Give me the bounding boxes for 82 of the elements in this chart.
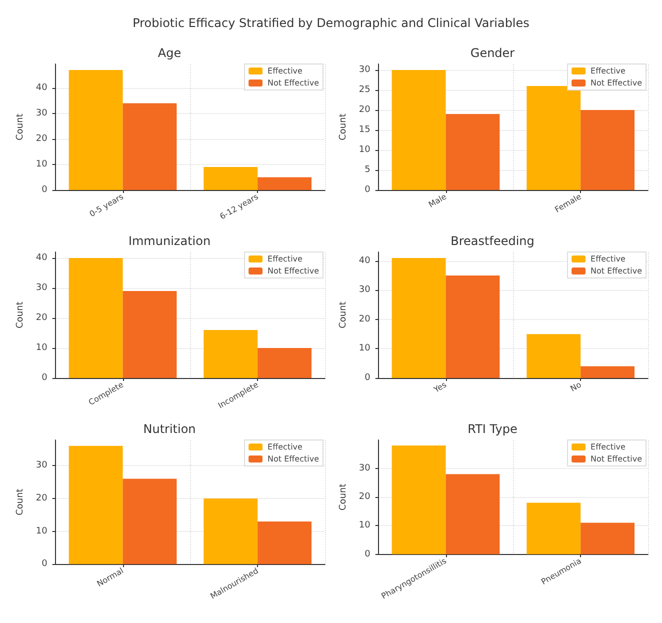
bar: [204, 167, 258, 190]
legend-label: Effective: [590, 254, 626, 264]
y-tick-label: 20: [358, 492, 371, 502]
y-axis-title: Count: [16, 113, 26, 140]
y-tick-label: 40: [36, 253, 48, 263]
bar: [122, 478, 177, 564]
x-tick-label: Yes: [431, 380, 448, 395]
chart-title: Immunization: [128, 234, 211, 248]
y-tick-label: 20: [36, 493, 48, 504]
y-tick-label: 30: [358, 463, 371, 474]
bar: [580, 110, 635, 190]
bar: [392, 445, 446, 554]
legend-label: Not Effective: [268, 266, 320, 276]
chart-title: Gender: [470, 46, 515, 60]
y-tick-label: 20: [358, 105, 371, 115]
y-tick-label: 0: [42, 373, 48, 383]
bar: [580, 366, 635, 378]
y-tick-label: 30: [358, 65, 371, 75]
bar: [526, 86, 581, 190]
y-tick-label: 15: [358, 125, 370, 135]
y-tick-label: 20: [358, 314, 371, 324]
chart-title: Age: [158, 46, 182, 60]
chart-title: Breastfeeding: [450, 234, 534, 248]
bar: [392, 70, 446, 190]
y-axis-title: Count: [338, 113, 348, 140]
legend-label: Effective: [268, 442, 303, 452]
y-tick-label: 20: [36, 313, 48, 323]
bar: [204, 498, 258, 564]
y-tick-label: 10: [358, 344, 371, 354]
text: Probiotic Efficacy Stratified by Demographic and Clinical Variables: [132, 16, 530, 30]
y-tick-label: 10: [36, 159, 48, 170]
y-tick-label: 25: [358, 85, 370, 95]
bar: [122, 291, 177, 378]
bar: [68, 446, 123, 564]
legend-label: Not Effective: [268, 78, 320, 88]
y-tick-label: 0: [364, 373, 371, 383]
y-axis-title: Count: [338, 301, 348, 328]
bar: [122, 103, 177, 190]
y-axis-title: Count: [338, 483, 348, 510]
y-tick-label: 0: [364, 549, 371, 560]
legend-label: Effective: [590, 442, 626, 452]
y-tick-label: 0: [42, 559, 48, 570]
bar: [258, 177, 312, 190]
y-tick-label: 30: [36, 460, 48, 471]
y-tick-label: 40: [358, 256, 371, 266]
bar: [204, 330, 258, 378]
bar: [392, 258, 446, 378]
y-axis-title: Count: [16, 301, 26, 328]
chart-title: Nutrition: [143, 422, 196, 436]
chart-title: RTI Type: [468, 422, 518, 436]
legend-label: Not Effective: [590, 454, 642, 464]
bar: [580, 522, 635, 554]
y-tick-label: 10: [358, 520, 371, 531]
bar: [446, 114, 500, 190]
bar: [258, 348, 312, 378]
y-axis-title: Count: [16, 488, 26, 516]
y-tick-label: 10: [36, 526, 48, 536]
legend-label: Effective: [268, 66, 303, 76]
y-tick-label: 0: [42, 185, 48, 195]
y-tick-label: 30: [36, 283, 48, 293]
bar: [446, 276, 500, 378]
y-tick-label: 10: [358, 145, 371, 155]
y-tick-label: 40: [36, 82, 48, 93]
x-tick-label: Male: [427, 192, 448, 210]
legend-label: Effective: [590, 66, 626, 76]
bar: [68, 258, 123, 378]
y-tick-label: 0: [364, 185, 371, 195]
bar: [68, 70, 123, 190]
bar: [258, 521, 312, 564]
y-tick-label: 10: [36, 343, 48, 353]
bar: [526, 334, 581, 378]
x-tick-label: No: [568, 380, 583, 394]
legend-label: Not Effective: [268, 454, 320, 464]
legend-label: Effective: [268, 254, 303, 264]
bar: [526, 502, 581, 554]
y-tick-label: 5: [364, 165, 370, 175]
y-tick-label: 20: [36, 134, 48, 144]
y-tick-label: 30: [358, 285, 371, 296]
legend-label: Not Effective: [590, 266, 642, 276]
y-tick-label: 30: [36, 108, 48, 118]
legend-label: Not Effective: [590, 78, 642, 88]
bar: [446, 474, 500, 554]
